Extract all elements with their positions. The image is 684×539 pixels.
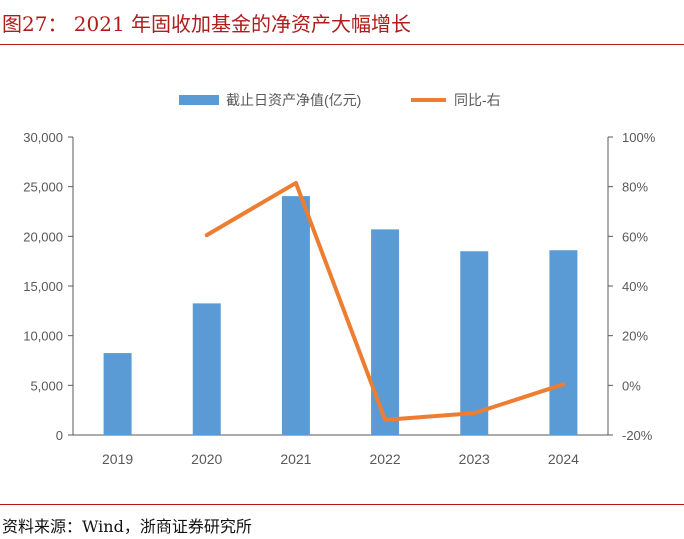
x-tick-label: 2022 (370, 451, 401, 467)
line-series (204, 180, 566, 422)
figure-title: 图27： 2021 年固收加基金的净资产大幅增长 (2, 12, 412, 36)
y-left-tick-label: 5,000 (30, 378, 63, 393)
source-note: 资料来源：Wind，浙商证券研究所 (2, 517, 252, 536)
legend-swatch-bar (179, 95, 219, 105)
x-tick-label: 2021 (280, 451, 311, 467)
y-left-tick-label: 20,000 (23, 229, 63, 244)
bar-series (103, 196, 578, 435)
y-left-tick-label: 0 (56, 428, 63, 443)
legend-label-line: 同比-右 (454, 92, 501, 108)
x-tick-labels: 2019 2020 2021 2022 2023 2024 (102, 451, 579, 467)
y-left-tick-label: 25,000 (23, 180, 63, 195)
bar-2024 (549, 250, 578, 435)
x-tick-label: 2023 (459, 451, 490, 467)
y-left-tick-label: 10,000 (23, 329, 63, 344)
title-divider (0, 44, 684, 45)
bar-2021 (281, 196, 310, 435)
x-tick-label: 2019 (102, 451, 133, 467)
y-right-tick-label: 80% (622, 180, 648, 195)
y-left-tick-label: 30,000 (23, 130, 63, 145)
legend: 截止日资产净值(亿元) 同比-右 (179, 92, 501, 108)
y-right-tick-label: -20% (622, 428, 653, 443)
y-left-tick-label: 15,000 (23, 279, 63, 294)
y-right-tick-label: 40% (622, 279, 648, 294)
y-right-tick-label: 100% (622, 130, 656, 145)
bar-2023 (460, 251, 489, 435)
source-divider (0, 504, 684, 505)
y-right-tick-label: 0% (622, 378, 641, 393)
axes: 0 5,000 10,000 15,000 20,000 25,000 30,000 -20%… (23, 130, 655, 443)
y-right-tick-label: 60% (622, 229, 648, 244)
x-tick-label: 2024 (548, 451, 579, 467)
y-right-tick-label: 20% (622, 329, 648, 344)
bar-2022 (371, 229, 400, 435)
legend-label-bar: 截止日资产净值(亿元) (226, 92, 361, 108)
bar-2019 (103, 353, 132, 435)
x-tick-label: 2020 (191, 451, 222, 467)
bar-2020 (192, 303, 221, 435)
